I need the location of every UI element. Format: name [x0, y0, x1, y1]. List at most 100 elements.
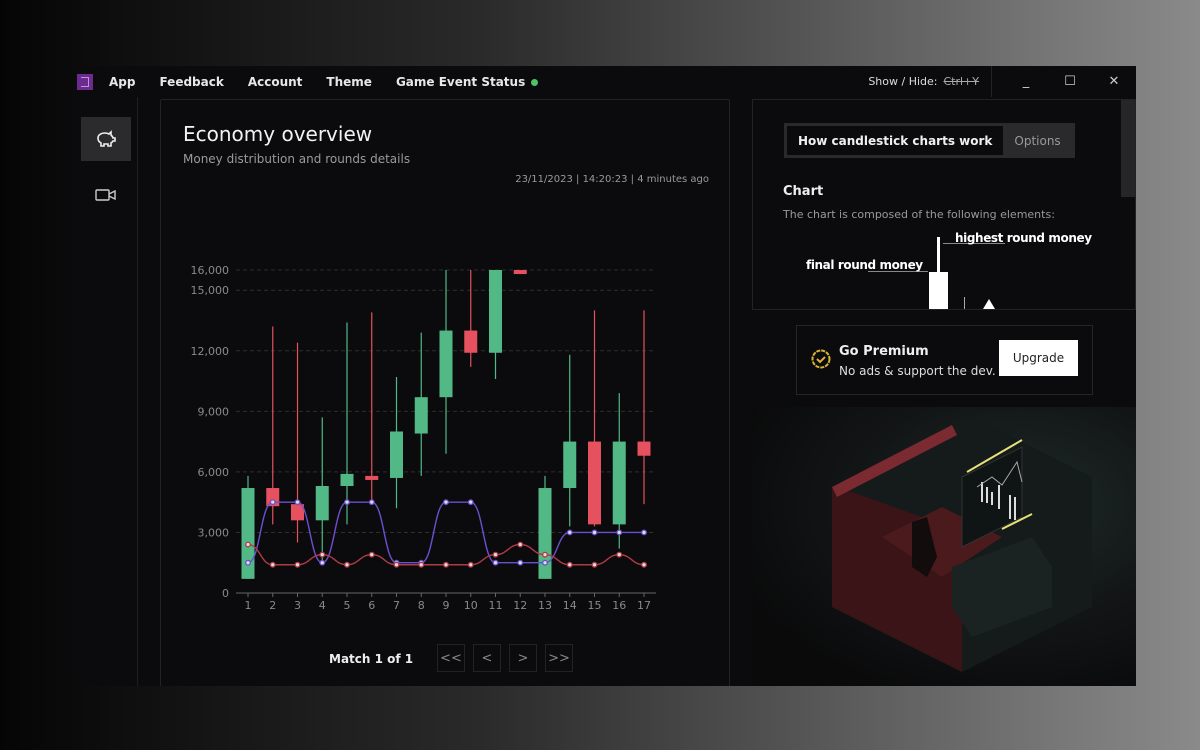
series-point — [566, 561, 573, 568]
candle-body — [489, 270, 502, 353]
x-tick-label: 5 — [344, 599, 351, 612]
isometric-office-illustration — [752, 407, 1136, 686]
scrollbar[interactable] — [1121, 100, 1135, 197]
title-bar: App Feedback Account Theme Game Event St… — [75, 66, 1136, 97]
series-point — [566, 529, 573, 536]
series-point — [467, 561, 474, 568]
menu-theme[interactable]: Theme — [326, 74, 372, 89]
menu-app[interactable]: App — [109, 74, 136, 89]
minimize-button[interactable]: _ — [1022, 74, 1030, 89]
y-tick-label: 3,000 — [198, 526, 230, 539]
series-point — [319, 551, 326, 558]
help-tabs: How candlestick charts work Options — [784, 123, 1075, 158]
series-point — [616, 551, 623, 558]
series-point — [492, 559, 499, 566]
x-tick-label: 2 — [269, 599, 276, 612]
candle-body — [439, 330, 453, 398]
first-page-button[interactable]: << — [437, 644, 465, 672]
explainer-mark — [964, 297, 965, 309]
y-tick-label: 9,000 — [198, 405, 230, 418]
menu-feedback[interactable]: Feedback — [159, 74, 224, 89]
upgrade-button[interactable]: Upgrade — [999, 340, 1078, 376]
series-point — [245, 559, 251, 566]
y-tick-label: 16,000 — [191, 264, 230, 277]
app-window: App Feedback Account Theme Game Event St… — [75, 66, 1136, 686]
prev-page-button[interactable]: < — [473, 644, 501, 672]
x-tick-label: 10 — [464, 599, 478, 612]
x-tick-label: 17 — [637, 599, 651, 612]
series-point — [591, 561, 598, 568]
verified-badge-icon — [811, 349, 831, 369]
series-point — [591, 529, 598, 536]
x-tick-label: 12 — [513, 599, 527, 612]
sidebar-item-economy[interactable] — [81, 117, 131, 161]
y-tick-label: 0 — [222, 587, 229, 600]
candle-body — [365, 475, 379, 480]
shortcut-hint: Show / Hide: Ctrl+Y — [868, 75, 979, 88]
series-point — [319, 559, 326, 566]
candle-body — [390, 431, 403, 478]
series-point — [492, 551, 499, 558]
series-point — [517, 541, 524, 548]
label-final-round-money: final round money — [806, 258, 923, 272]
series-point — [294, 561, 301, 568]
candle-body — [538, 488, 552, 579]
tab-options[interactable]: Options — [1014, 133, 1061, 148]
explainer-line — [868, 271, 928, 272]
x-tick-label: 8 — [418, 599, 425, 612]
series-point — [443, 499, 449, 506]
x-tick-label: 3 — [294, 599, 301, 612]
sidebar-item-video[interactable] — [81, 173, 131, 217]
tab-how-candlestick[interactable]: How candlestick charts work — [787, 126, 1004, 155]
menu-game-event-status[interactable]: Game Event Status — [395, 74, 539, 89]
y-tick-label: 6,000 — [198, 466, 230, 479]
last-page-button[interactable]: >> — [545, 644, 573, 672]
series-point — [344, 499, 350, 506]
candle-body — [563, 441, 577, 489]
series-point — [641, 529, 647, 536]
x-tick-label: 14 — [563, 599, 577, 612]
pager: Match 1 of 1 << < > >> — [161, 644, 729, 674]
x-tick-label: 9 — [443, 599, 450, 612]
x-tick-label: 4 — [319, 599, 326, 612]
section-heading: Chart — [783, 184, 824, 199]
premium-text: No ads & support the dev. — [839, 364, 996, 378]
shortcut-key: Ctrl+Y — [943, 75, 979, 88]
candle-body — [414, 397, 428, 434]
app-logo — [77, 73, 93, 90]
status-dot — [531, 78, 539, 86]
series-point — [542, 559, 548, 566]
close-button[interactable]: ✕ — [1108, 74, 1120, 89]
x-tick-label: 1 — [245, 599, 252, 612]
shortcut-label: Show / Hide: — [868, 75, 938, 88]
triangle-icon — [983, 299, 995, 309]
series-point — [393, 561, 400, 568]
series-point — [542, 551, 548, 558]
candle-body — [464, 330, 478, 353]
divider — [991, 66, 992, 97]
series-point — [269, 499, 276, 506]
next-page-button[interactable]: > — [509, 644, 537, 672]
menu-label: Game Event Status — [395, 74, 526, 89]
explainer-line — [943, 243, 1005, 244]
candle-body — [637, 441, 651, 456]
section-description: The chart is composed of the following e… — [783, 208, 1055, 221]
piggy-bank-icon — [97, 130, 116, 147]
x-tick-label: 7 — [393, 599, 400, 612]
sidebar — [75, 97, 138, 686]
series-point — [245, 541, 251, 548]
series-line — [247, 543, 645, 566]
candle-body — [513, 270, 527, 275]
series-point — [269, 561, 276, 568]
match-counter: Match 1 of 1 — [329, 652, 414, 666]
video-camera-icon — [95, 189, 116, 201]
series-point — [517, 559, 524, 566]
series-point — [368, 499, 375, 506]
menu-account[interactable]: Account — [247, 74, 303, 89]
x-tick-label: 13 — [538, 599, 552, 612]
y-tick-label: 12,000 — [191, 345, 230, 358]
maximize-button[interactable]: ☐ — [1064, 74, 1076, 89]
series-point — [443, 561, 449, 568]
page-subtitle: Money distribution and rounds details — [183, 152, 411, 166]
